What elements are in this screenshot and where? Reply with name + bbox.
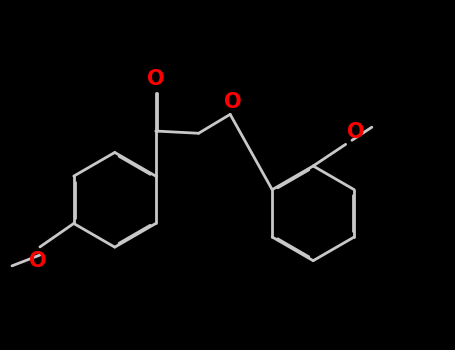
- Text: O: O: [348, 122, 365, 142]
- Text: O: O: [147, 69, 165, 89]
- Text: O: O: [223, 92, 241, 112]
- Text: O: O: [29, 251, 46, 271]
